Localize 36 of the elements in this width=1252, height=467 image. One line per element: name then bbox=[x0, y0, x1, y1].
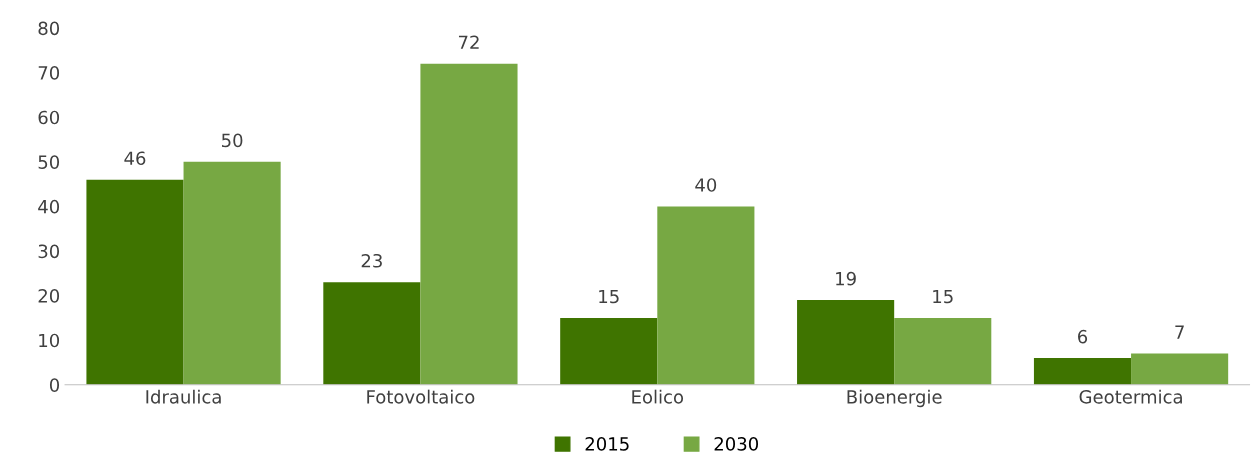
data-label: 19 bbox=[836, 271, 856, 286]
bar bbox=[797, 300, 895, 385]
data-label: 15 bbox=[933, 289, 953, 304]
bar bbox=[323, 282, 421, 385]
data-label: 7 bbox=[1175, 325, 1184, 339]
x-tick-label: Fotovoltaico bbox=[367, 389, 475, 404]
bar bbox=[183, 161, 281, 385]
bar bbox=[1131, 353, 1229, 385]
y-tick-label: 0 bbox=[49, 378, 60, 392]
data-label: 72 bbox=[458, 35, 479, 49]
y-tick-label: 70 bbox=[38, 66, 60, 80]
y-tick-label: 50 bbox=[38, 155, 60, 169]
y-tick-label: 60 bbox=[38, 110, 60, 125]
x-tick-label: Eolico bbox=[632, 389, 684, 404]
x-tick-label: Bioenergie bbox=[847, 389, 942, 408]
bar bbox=[1033, 358, 1132, 385]
x-tick-label: Idraulica bbox=[146, 389, 221, 404]
legend-label: 2030 bbox=[714, 437, 759, 451]
data-label: 50 bbox=[222, 133, 243, 148]
y-tick-label: 20 bbox=[38, 289, 60, 303]
bar bbox=[560, 317, 658, 385]
data-label: 46 bbox=[124, 151, 146, 166]
bar bbox=[894, 317, 992, 385]
y-tick-label: 80 bbox=[38, 21, 60, 36]
legend-label: 2015 bbox=[585, 437, 629, 451]
y-tick-label: 30 bbox=[38, 244, 60, 259]
data-label: 15 bbox=[599, 289, 619, 304]
bar bbox=[657, 206, 755, 385]
bar bbox=[86, 179, 184, 385]
data-label: 23 bbox=[361, 253, 382, 268]
data-label: 6 bbox=[1078, 329, 1088, 344]
y-tick-label: 40 bbox=[38, 199, 60, 214]
x-tick-label: Geotermica bbox=[1079, 389, 1182, 404]
data-label: 40 bbox=[695, 178, 717, 192]
y-tick-label: 10 bbox=[39, 333, 60, 348]
bar bbox=[420, 63, 518, 385]
